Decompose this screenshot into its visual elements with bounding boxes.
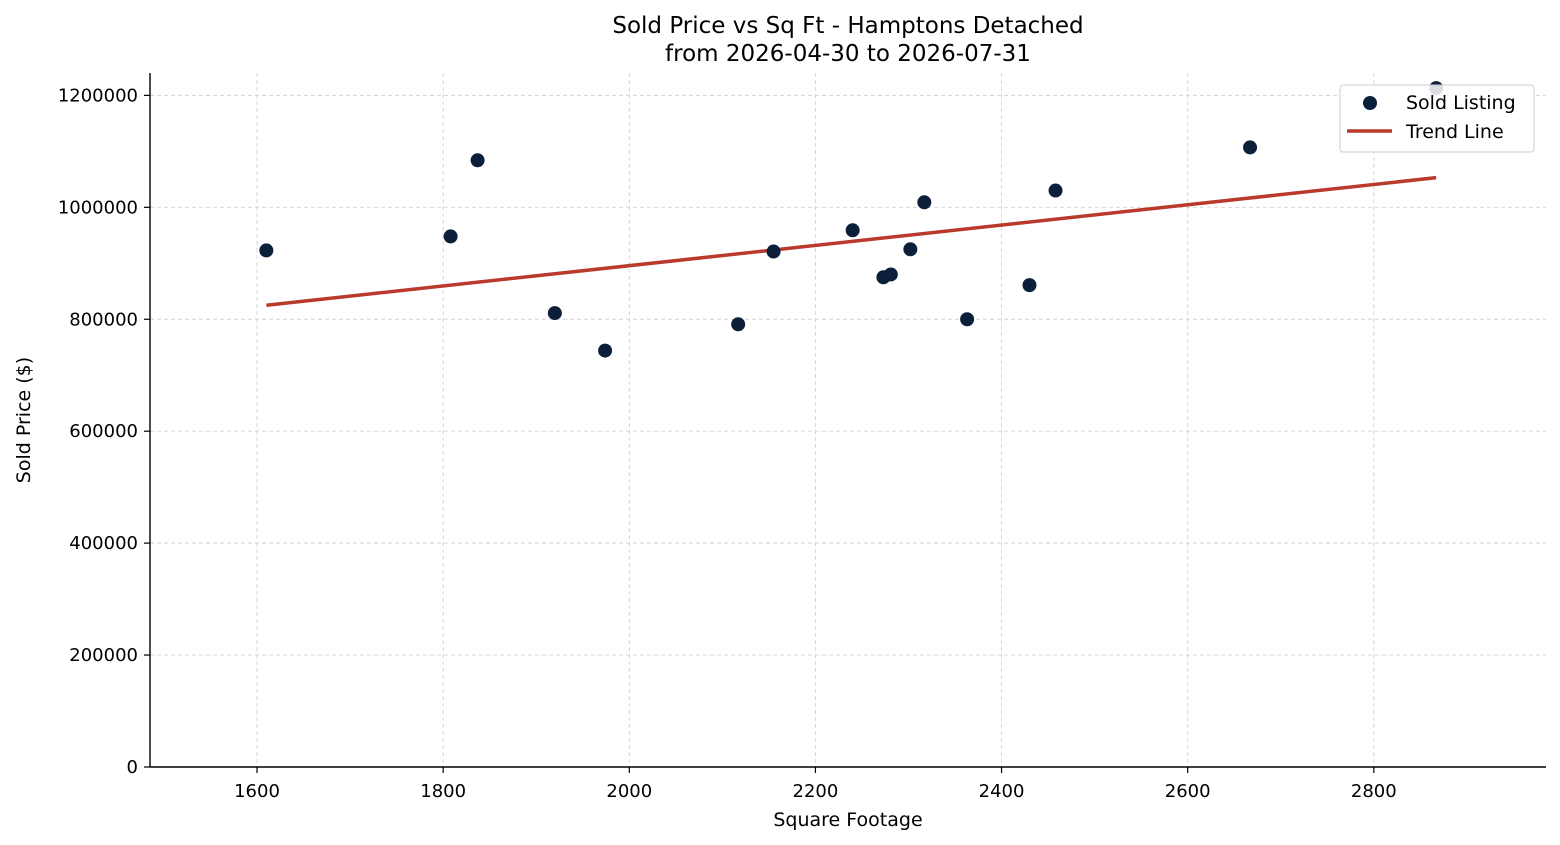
axis-ticks: 1600 1800 2000 2200 2400 2600 2800 0 200000 40000…: [58, 85, 1397, 802]
y-axis-label: Sold Price ($): [13, 357, 35, 483]
legend-marker-sold-listing: [1363, 96, 1377, 110]
chart-title-line-1: Sold Price vs Sq Ft - Hamptons Detached: [612, 13, 1083, 39]
trend-line-layer: [266, 175, 1437, 308]
data-point: [883, 267, 898, 282]
y-tick-label: 0: [127, 757, 138, 778]
x-tick-label: 2600: [1165, 781, 1211, 802]
data-point: [903, 242, 918, 257]
x-tick-label: 2400: [979, 781, 1025, 802]
y-tick-label: 800000: [69, 309, 138, 330]
data-point: [547, 306, 562, 321]
legend-label-trend-line: Trend Line: [1405, 121, 1504, 143]
legend: Sold Listing Trend Line: [1339, 84, 1535, 153]
chart-title-line-2: from 2026-04-30 to 2026-07-31: [665, 41, 1031, 67]
legend-box: [1339, 84, 1535, 153]
x-tick-label: 1600: [234, 781, 280, 802]
x-axis-label: Square Footage: [773, 809, 922, 831]
y-tick-label: 1200000: [58, 85, 138, 106]
data-point: [259, 243, 274, 258]
data-point: [1048, 183, 1063, 198]
trend-line: [266, 175, 1437, 308]
y-tick-label: 600000: [69, 421, 138, 442]
data-point: [960, 312, 975, 327]
data-point: [470, 153, 485, 168]
data-point: [598, 343, 613, 358]
data-point: [766, 244, 781, 259]
data-point: [845, 223, 860, 238]
data-point: [1022, 278, 1037, 293]
y-tick-label: 400000: [69, 533, 138, 554]
data-point: [1243, 140, 1258, 155]
x-tick-label: 2000: [606, 781, 652, 802]
x-tick-label: 1800: [420, 781, 466, 802]
y-tick-label: 200000: [69, 645, 138, 666]
y-tick-label: 1000000: [58, 197, 138, 218]
data-point: [917, 195, 932, 210]
data-point: [731, 317, 746, 332]
x-tick-label: 2200: [793, 781, 839, 802]
data-point: [443, 229, 458, 244]
scatter-points: [259, 81, 1444, 358]
grid-lines: [150, 73, 1546, 767]
legend-label-sold-listing: Sold Listing: [1406, 92, 1516, 114]
x-tick-label: 2800: [1351, 781, 1397, 802]
